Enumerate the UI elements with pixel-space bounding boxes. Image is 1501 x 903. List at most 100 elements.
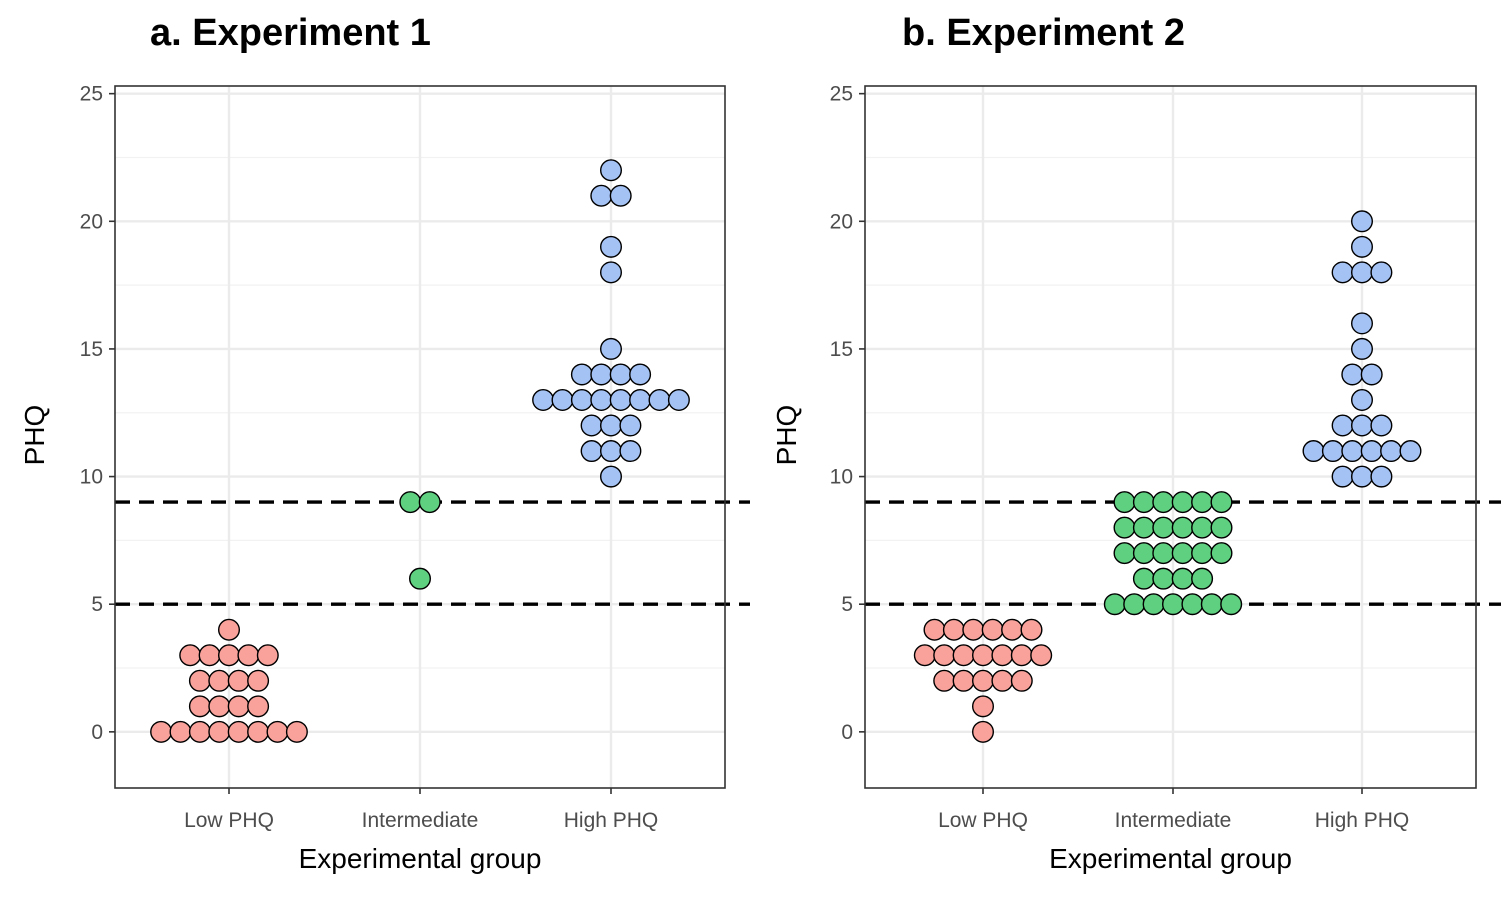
panel-experiment-1: 0 5 10 15 20 25 Low PHQ Intermediate High PHQ Exp… [19,12,750,874]
data-point-high-phq-14 [1360,363,1383,386]
y-axis-title: PHQ [19,405,50,466]
data-point-low-phq-16 [962,618,985,641]
data-point-low-phq-0 [972,720,995,743]
data-point-low-phq-4 [227,720,250,743]
y-tick-label-5: 25 [830,83,853,106]
data-point-high-phq-9 [1331,414,1354,437]
data-point-high-phq-0 [1331,465,1354,488]
data-point-high-phq-2 [1370,465,1393,488]
data-point-low-phq-15 [942,618,965,641]
data-point-low-phq-19 [1020,618,1043,641]
data-point-high-phq-18 [1350,261,1373,284]
data-point-low-phq-6 [266,720,289,743]
data-point-low-phq-14 [923,618,946,641]
data-point-intermediate-0 [409,567,432,590]
data-point-high-phq-13 [1341,363,1364,386]
data-point-low-phq-6 [1010,669,1033,692]
data-point-high-phq-0 [600,465,623,488]
data-point-low-phq-7 [913,644,936,667]
x-tick-label-2: High PHQ [564,809,659,832]
data-point-low-phq-13 [208,669,231,692]
data-point-low-phq-11 [247,695,270,718]
data-point-high-phq-10 [1350,414,1373,437]
data-point-low-phq-10 [227,695,250,718]
data-point-high-phq-16 [590,363,613,386]
data-point-low-phq-18 [1001,618,1024,641]
data-point-low-phq-21 [217,618,240,641]
data-point-low-phq-2 [933,669,956,692]
y-tick-label-3: 15 [80,338,103,361]
data-point-intermediate-2 [1142,593,1165,616]
data-point-low-phq-8 [933,644,956,667]
data-point-high-phq-21 [600,235,623,258]
data-point-high-phq-4 [580,414,603,437]
data-point-high-phq-22 [590,184,613,207]
y-tick-label-1: 5 [91,593,103,616]
data-point-high-phq-20 [600,261,623,284]
data-point-low-phq-15 [247,669,270,692]
y-tick-label-2: 10 [830,466,853,489]
data-point-low-phq-18 [217,644,240,667]
data-point-intermediate-14 [1171,542,1194,565]
data-point-low-phq-17 [198,644,221,667]
data-point-low-phq-7 [285,720,308,743]
data-point-high-phq-3 [1302,440,1325,463]
data-point-low-phq-16 [179,644,202,667]
data-point-high-phq-8 [1399,440,1422,463]
data-point-low-phq-9 [208,695,231,718]
data-point-high-phq-16 [1350,312,1373,335]
data-point-intermediate-4 [1181,593,1204,616]
data-point-high-phq-5 [1341,440,1364,463]
y-tick-label-4: 20 [830,210,853,233]
data-point-low-phq-10 [972,644,995,667]
data-point-low-phq-1 [169,720,192,743]
data-point-intermediate-17 [1113,516,1136,539]
data-point-low-phq-20 [256,644,279,667]
data-point-intermediate-24 [1132,491,1155,514]
data-point-high-phq-6 [619,414,642,437]
y-tick-label-0: 0 [841,721,853,744]
data-point-high-phq-6 [1360,440,1383,463]
data-point-low-phq-12 [188,669,211,692]
data-point-high-phq-12 [629,388,652,411]
y-tick-label-1: 5 [841,593,853,616]
plot-border [864,85,1477,789]
y-tick-label-2: 10 [80,466,103,489]
data-point-intermediate-12 [1132,542,1155,565]
data-point-high-phq-2 [600,440,623,463]
y-tick-label-4: 20 [80,210,103,233]
data-point-intermediate-3 [1161,593,1184,616]
data-point-low-phq-17 [981,618,1004,641]
data-point-intermediate-10 [1191,567,1214,590]
data-point-intermediate-26 [1171,491,1194,514]
y-tick-label-3: 15 [830,338,853,361]
data-point-intermediate-6 [1220,593,1243,616]
data-point-high-phq-23 [609,184,632,207]
data-point-high-phq-19 [1370,261,1393,284]
data-point-intermediate-5 [1200,593,1223,616]
panel-experiment-2: 0 5 10 15 20 25 Low PHQ Intermediate High PHQ Exp… [771,12,1501,874]
data-point-high-phq-8 [551,388,574,411]
data-point-intermediate-8 [1152,567,1175,590]
data-point-high-phq-24 [600,159,623,182]
data-point-high-phq-19 [600,337,623,360]
data-point-intermediate-1 [1123,593,1146,616]
data-point-low-phq-5 [991,669,1014,692]
data-point-intermediate-13 [1152,542,1175,565]
data-point-high-phq-7 [1380,440,1403,463]
x-tick-label-0: Low PHQ [184,809,274,832]
data-point-low-phq-3 [208,720,231,743]
data-point-intermediate-28 [1210,491,1233,514]
data-point-high-phq-17 [1331,261,1354,284]
data-point-high-phq-15 [1350,337,1373,360]
y-tick-label-5: 25 [80,83,103,106]
data-point-high-phq-10 [590,388,613,411]
data-point-intermediate-7 [1132,567,1155,590]
data-point-high-phq-4 [1321,440,1344,463]
data-point-low-phq-3 [952,669,975,692]
data-point-intermediate-2 [418,491,441,514]
y-axis-title: PHQ [771,405,802,466]
data-point-intermediate-1 [399,491,422,514]
x-tick-label-0: Low PHQ [938,809,1028,832]
